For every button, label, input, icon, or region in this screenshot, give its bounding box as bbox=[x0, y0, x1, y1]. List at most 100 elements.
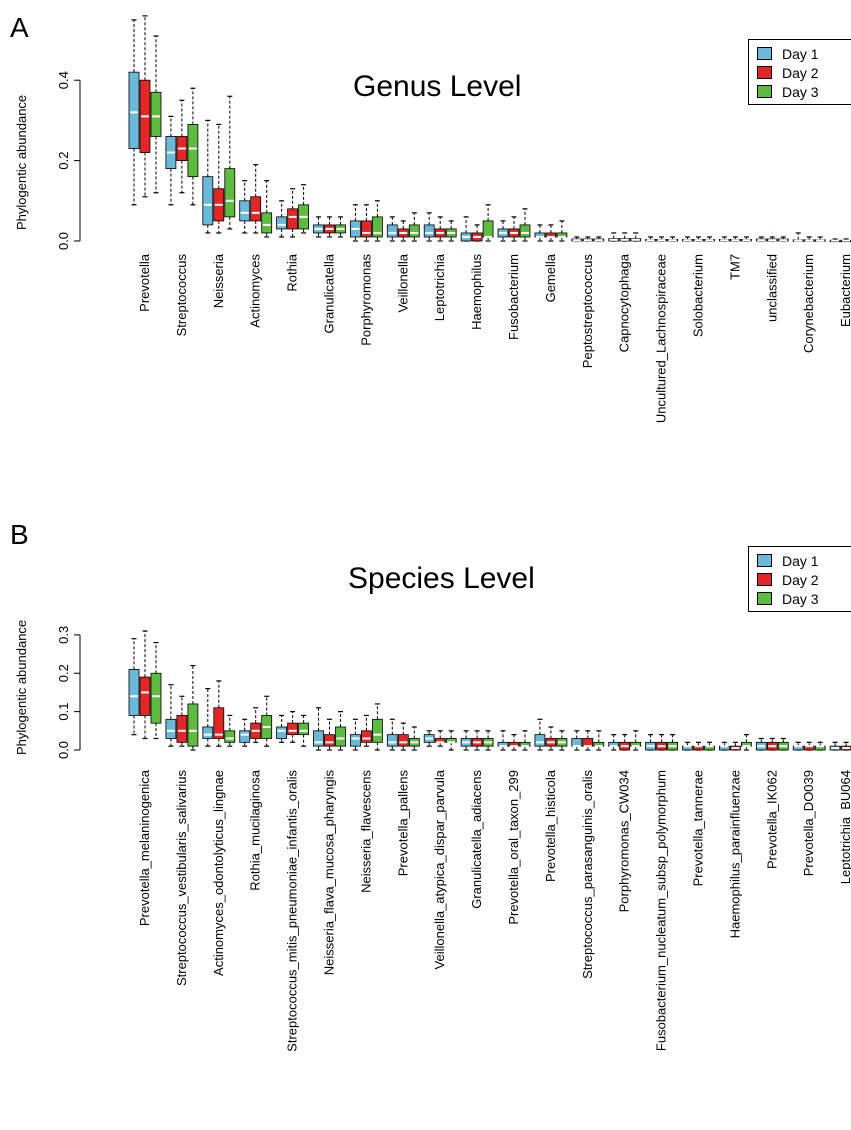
category-label: unclassified bbox=[764, 254, 779, 322]
panel-genus: A Genus Level Phylogentic abundance Day … bbox=[0, 0, 851, 520]
y-tick-label: 0.0 bbox=[56, 232, 71, 250]
category-label: Actinomyces_odontolyticus_lingnae bbox=[211, 770, 226, 976]
category-label: Neisseria bbox=[211, 253, 226, 308]
category-label: Granulicatella bbox=[322, 253, 337, 333]
legend-swatch-day1 bbox=[757, 554, 772, 567]
category-label: Prevotella_DO039 bbox=[801, 770, 816, 876]
category-label: Streptococcus_mitis_pneumoniae_infantis_… bbox=[285, 770, 300, 1052]
y-tick-label: 0.2 bbox=[56, 152, 71, 170]
legend-species: Day 1 Day 2 Day 3 bbox=[748, 546, 851, 612]
legend-swatch-day2 bbox=[757, 573, 772, 586]
category-label: Prevotella_oral_taxon_299 bbox=[506, 770, 521, 925]
legend-swatch-day3 bbox=[757, 592, 772, 605]
y-tick-label: 0.4 bbox=[56, 71, 71, 89]
legend-label-day1: Day 1 bbox=[782, 552, 819, 569]
legend-item-day2: Day 2 bbox=[757, 63, 843, 82]
box-3 bbox=[224, 730, 236, 743]
chart-title-genus: Genus Level bbox=[353, 70, 522, 103]
panel-species: B Species Level Phylogentic abundance Da… bbox=[0, 515, 851, 1130]
y-tick-label: 0.1 bbox=[56, 703, 71, 721]
category-label: Porphyromonas_CW034 bbox=[617, 770, 632, 912]
box-3 bbox=[519, 224, 531, 238]
box-1 bbox=[165, 718, 177, 739]
box-1 bbox=[386, 224, 398, 238]
category-label: Veillonella_atypica_dispar_parvula bbox=[432, 769, 447, 969]
legend-swatch-day3 bbox=[757, 85, 772, 98]
box-2 bbox=[287, 208, 299, 230]
box-1 bbox=[239, 730, 251, 743]
box-2 bbox=[287, 722, 299, 736]
box-3 bbox=[335, 726, 346, 747]
category-label: Prevotella_pallens bbox=[395, 770, 410, 877]
category-label: Neisseria_flavescens bbox=[358, 770, 373, 893]
category-label: Granulicatella_adiacens bbox=[469, 770, 484, 909]
category-label: TM7 bbox=[727, 254, 742, 280]
legend-genus: Day 1 Day 2 Day 3 bbox=[748, 39, 851, 105]
box-1 bbox=[313, 730, 324, 747]
category-label: Peptostreptococcus bbox=[580, 254, 595, 369]
box-3 bbox=[150, 672, 162, 724]
box-2 bbox=[582, 738, 594, 747]
category-label: Leptotrichia_BU064 bbox=[838, 770, 851, 884]
legend-item-day1: Day 1 bbox=[757, 44, 843, 63]
category-label: Porphyromonas bbox=[358, 254, 373, 346]
category-label: Neisseria_flava_mucosa_pharyngis bbox=[322, 770, 337, 976]
category-label: Streptococcus_vestibularis_salivarius bbox=[174, 770, 189, 987]
box-1 bbox=[239, 200, 251, 222]
box-1 bbox=[386, 734, 398, 747]
box-2 bbox=[139, 676, 151, 716]
box-3 bbox=[224, 168, 236, 218]
boxplot-genus: 0.0 0.2 0.4 Prevotella Streptococcus Neisseri… bbox=[56, 15, 851, 423]
panel-letter-b: B bbox=[10, 519, 29, 550]
category-label: Prevotella_tannerae bbox=[691, 770, 706, 886]
box-1 bbox=[423, 224, 435, 238]
legend-label-day1: Day 1 bbox=[782, 45, 819, 62]
category-label: Corynebacterium bbox=[801, 254, 816, 353]
box-1 bbox=[128, 71, 140, 149]
y-tick-label: 0.0 bbox=[56, 741, 71, 759]
box-3 bbox=[150, 91, 162, 137]
chart-title-species: Species Level bbox=[348, 562, 535, 595]
box-3 bbox=[482, 220, 494, 238]
box-2 bbox=[324, 734, 335, 747]
category-label: Eubacterium bbox=[838, 254, 851, 327]
y-tick-label: 0.2 bbox=[56, 664, 71, 682]
box-1 bbox=[571, 738, 583, 747]
category-label: Streptococcus_parasanguinis_oralis bbox=[580, 770, 595, 979]
category-label: Prevotella_histicola bbox=[543, 769, 558, 882]
category-label: Rothia bbox=[285, 253, 300, 291]
category-label: Haemophilus_parainfluenzae bbox=[727, 770, 742, 938]
category-label: Actinomyces bbox=[248, 254, 263, 328]
box-1 bbox=[202, 726, 214, 739]
category-label: Rothia_mucilaginosa bbox=[248, 769, 263, 890]
category-label: Gemella bbox=[543, 253, 558, 302]
legend-label-day3: Day 3 bbox=[782, 83, 819, 100]
legend-item-day1: Day 1 bbox=[757, 551, 843, 570]
category-label: Solobacterium bbox=[691, 254, 706, 337]
box-1 bbox=[534, 734, 546, 747]
box-3 bbox=[371, 216, 383, 238]
y-tick-label: 0.3 bbox=[56, 626, 71, 644]
box-2 bbox=[176, 715, 188, 743]
box-3 bbox=[187, 703, 199, 747]
category-label: Fusobacterium bbox=[506, 254, 521, 340]
box-2 bbox=[397, 734, 409, 747]
category-label: Prevotella bbox=[137, 253, 152, 312]
legend-item-day3: Day 3 bbox=[757, 589, 843, 608]
category-label: Capnocytophaga bbox=[617, 253, 632, 352]
box-3 bbox=[371, 718, 383, 743]
legend-label-day2: Day 2 bbox=[782, 64, 819, 81]
category-label: Veillonella bbox=[395, 253, 410, 312]
legend-label-day3: Day 3 bbox=[782, 590, 819, 607]
box-1 bbox=[276, 216, 288, 230]
category-label: Leptotrichia bbox=[432, 253, 447, 321]
legend-item-day3: Day 3 bbox=[757, 82, 843, 101]
legend-item-day2: Day 2 bbox=[757, 570, 843, 589]
box-2 bbox=[213, 707, 225, 739]
category-label: Uncultured_Lachnospiraceae bbox=[654, 254, 669, 423]
box-3 bbox=[187, 124, 199, 178]
box-1 bbox=[128, 669, 140, 716]
legend-swatch-day2 bbox=[757, 66, 772, 79]
legend-label-day2: Day 2 bbox=[782, 571, 819, 588]
box-3 bbox=[408, 224, 420, 238]
